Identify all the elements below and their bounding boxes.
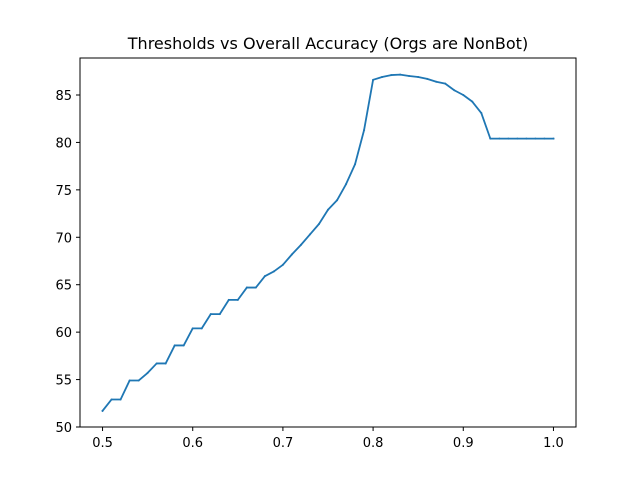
data-point bbox=[164, 362, 167, 365]
y-axis: 50 55 60 65 70 75 80 85 bbox=[55, 89, 80, 436]
data-point bbox=[453, 89, 456, 92]
data-point bbox=[254, 286, 257, 289]
plot-area-frame bbox=[79, 57, 577, 428]
data-point bbox=[345, 183, 348, 186]
data-point bbox=[516, 137, 519, 140]
x-tick-label: 0.7 bbox=[273, 436, 294, 451]
data-point bbox=[227, 298, 230, 301]
x-tick-label: 0.8 bbox=[363, 436, 384, 451]
data-point bbox=[173, 344, 176, 347]
data-point bbox=[191, 327, 194, 330]
data-point bbox=[390, 74, 393, 77]
data-point bbox=[128, 379, 131, 382]
data-point bbox=[462, 93, 465, 96]
y-tick-label: 50 bbox=[55, 421, 72, 436]
data-point bbox=[272, 270, 275, 273]
data-point bbox=[534, 137, 537, 140]
chart-title: Thresholds vs Overall Accuracy (Orgs are… bbox=[127, 34, 528, 53]
data-point bbox=[101, 409, 104, 412]
x-tick-label: 0.5 bbox=[92, 436, 113, 451]
data-point bbox=[245, 286, 248, 289]
data-point bbox=[552, 137, 555, 140]
y-tick-label: 75 bbox=[55, 184, 72, 199]
data-point bbox=[480, 112, 483, 115]
x-axis: 0.5 0.6 0.7 0.8 0.9 1.0 bbox=[92, 427, 564, 451]
y-tick-label: 65 bbox=[55, 279, 72, 294]
data-point bbox=[200, 327, 203, 330]
data-points bbox=[101, 73, 555, 412]
data-point bbox=[381, 75, 384, 78]
data-point bbox=[417, 75, 420, 78]
y-tick-label: 85 bbox=[55, 89, 72, 104]
data-point bbox=[471, 100, 474, 103]
y-tick-label: 55 bbox=[55, 374, 72, 389]
data-point bbox=[317, 223, 320, 226]
data-point bbox=[489, 137, 492, 140]
data-point bbox=[218, 313, 221, 316]
data-point bbox=[299, 243, 302, 246]
y-tick-label: 70 bbox=[55, 231, 72, 246]
data-point bbox=[182, 344, 185, 347]
data-point bbox=[236, 298, 239, 301]
data-point bbox=[372, 78, 375, 81]
y-tick-label: 80 bbox=[55, 136, 72, 151]
data-point bbox=[327, 208, 329, 211]
data-point bbox=[507, 137, 510, 140]
x-tick-label: 1.0 bbox=[543, 436, 564, 451]
data-point bbox=[209, 313, 212, 316]
data-point bbox=[435, 80, 438, 83]
data-point bbox=[119, 398, 122, 401]
data-point bbox=[399, 73, 402, 76]
data-point bbox=[308, 233, 311, 236]
data-point bbox=[290, 253, 293, 256]
y-tick-label: 60 bbox=[55, 326, 72, 341]
data-point bbox=[363, 129, 366, 132]
data-point bbox=[155, 362, 158, 365]
data-point bbox=[146, 371, 149, 374]
data-point bbox=[137, 379, 140, 382]
data-point bbox=[408, 75, 411, 78]
data-point bbox=[354, 163, 357, 166]
data-point bbox=[110, 398, 113, 401]
data-point bbox=[281, 263, 284, 266]
x-tick-label: 0.6 bbox=[182, 436, 203, 451]
data-point bbox=[263, 275, 266, 278]
accuracy-line bbox=[101, 73, 555, 413]
data-point bbox=[426, 77, 429, 80]
data-point bbox=[525, 137, 528, 140]
x-tick-label: 0.9 bbox=[453, 436, 474, 451]
data-point bbox=[444, 82, 447, 85]
data-point bbox=[498, 137, 501, 140]
data-point bbox=[543, 137, 546, 140]
data-point bbox=[336, 199, 339, 202]
